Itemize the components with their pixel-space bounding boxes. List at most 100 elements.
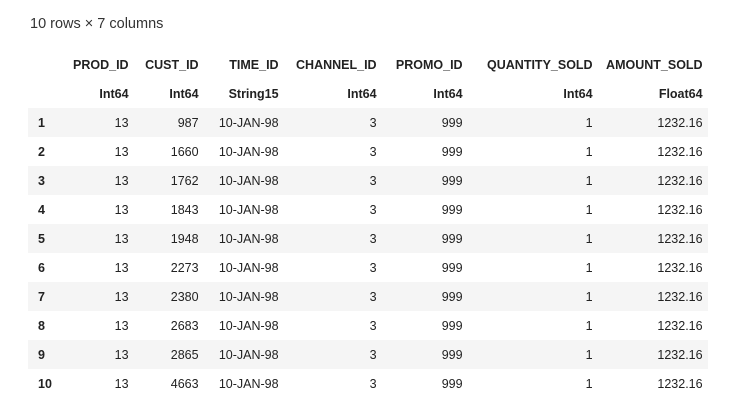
table-cell: 13	[114, 318, 129, 333]
table-cell: 13	[114, 144, 129, 159]
row-index: 6	[38, 260, 45, 275]
table-cell: 999	[441, 260, 463, 275]
table-summary: 10 rows × 7 columns	[30, 16, 164, 32]
table-row: 2 13 1660 10-JAN-98 3 999 1 1232.16	[28, 137, 708, 166]
column-header: AMOUNT_SOLD	[606, 57, 703, 72]
column-type-row: Int64 Int64 String15 Int64 Int64 Int64 F…	[28, 79, 708, 108]
table-cell: 1232.16	[657, 318, 703, 333]
table-cell: 13	[114, 347, 129, 362]
column-type: Int64	[563, 86, 593, 101]
table-body: 1 13 987 10-JAN-98 3 999 1 1232.16 2 13 1660 10-JAN…	[28, 108, 708, 398]
table-cell: 1232.16	[657, 202, 703, 217]
table-cell: 1232.16	[657, 289, 703, 304]
table-row: 4 13 1843 10-JAN-98 3 999 1 1232.16	[28, 195, 708, 224]
table-cell: 13	[114, 202, 129, 217]
table-cell: 1232.16	[657, 347, 703, 362]
table-cell: 1	[585, 260, 593, 275]
column-type: String15	[228, 86, 279, 101]
table-cell: 1762	[170, 173, 199, 188]
table-cell: 2273	[170, 260, 199, 275]
table-row: 8 13 2683 10-JAN-98 3 999 1 1232.16	[28, 311, 708, 340]
table-cell: 1843	[170, 202, 199, 217]
table-cell: 10-JAN-98	[218, 318, 279, 333]
table-row: 7 13 2380 10-JAN-98 3 999 1 1232.16	[28, 282, 708, 311]
row-index: 4	[38, 202, 45, 217]
index-header	[28, 50, 68, 79]
table-cell: 1	[585, 144, 593, 159]
table-cell: 3	[369, 231, 377, 246]
table-cell: 1	[585, 376, 593, 391]
table-cell: 13	[114, 231, 129, 246]
table-cell: 3	[369, 202, 377, 217]
table-cell: 1660	[170, 144, 199, 159]
dataframe-table: PROD_ID CUST_ID TIME_ID CHANNEL_ID PROMO…	[28, 50, 708, 398]
table-cell: 1948	[170, 231, 199, 246]
table-cell: 999	[441, 231, 463, 246]
column-type: Int64	[347, 86, 377, 101]
table-cell: 3	[369, 376, 377, 391]
table-cell: 1	[585, 173, 593, 188]
column-header: CHANNEL_ID	[296, 57, 377, 72]
table-cell: 3	[369, 347, 377, 362]
table-cell: 3	[369, 289, 377, 304]
column-type: Float64	[658, 86, 703, 101]
table-cell: 4663	[170, 376, 199, 391]
table-cell: 1	[585, 289, 593, 304]
table-cell: 1232.16	[657, 173, 703, 188]
row-index: 2	[38, 144, 45, 159]
table-cell: 2380	[170, 289, 199, 304]
table-cell: 10-JAN-98	[218, 202, 279, 217]
table-cell: 2865	[170, 347, 199, 362]
table-cell: 987	[177, 115, 199, 130]
column-header: QUANTITY_SOLD	[487, 57, 593, 72]
row-index: 3	[38, 173, 45, 188]
column-header: PROMO_ID	[395, 57, 463, 72]
table-cell: 999	[441, 376, 463, 391]
table-cell: 10-JAN-98	[218, 260, 279, 275]
table-cell: 2683	[170, 318, 199, 333]
table-cell: 1	[585, 202, 593, 217]
row-index: 7	[38, 289, 45, 304]
index-type-header	[28, 79, 68, 108]
table-cell: 1232.16	[657, 231, 703, 246]
table-cell: 10-JAN-98	[218, 376, 279, 391]
table-row: 9 13 2865 10-JAN-98 3 999 1 1232.16	[28, 340, 708, 369]
table-cell: 3	[369, 173, 377, 188]
row-index: 10	[38, 376, 52, 391]
table-cell: 13	[114, 115, 129, 130]
table-cell: 13	[114, 173, 129, 188]
table-cell: 10-JAN-98	[218, 115, 279, 130]
table-cell: 1	[585, 318, 593, 333]
column-header-row: PROD_ID CUST_ID TIME_ID CHANNEL_ID PROMO…	[28, 50, 708, 79]
table-cell: 10-JAN-98	[218, 173, 279, 188]
table-cell: 999	[441, 318, 463, 333]
row-index: 9	[38, 347, 45, 362]
table-cell: 1232.16	[657, 144, 703, 159]
table-cell: 999	[441, 173, 463, 188]
table-cell: 10-JAN-98	[218, 144, 279, 159]
table-cell: 1232.16	[657, 376, 703, 391]
table-cell: 3	[369, 115, 377, 130]
table-cell: 999	[441, 115, 463, 130]
table-cell: 3	[369, 144, 377, 159]
table-row: 6 13 2273 10-JAN-98 3 999 1 1232.16	[28, 253, 708, 282]
table-cell: 1	[585, 347, 593, 362]
table-cell: 3	[369, 318, 377, 333]
table-cell: 1	[585, 115, 593, 130]
table-cell: 10-JAN-98	[218, 347, 279, 362]
table-cell: 1	[585, 231, 593, 246]
table-cell: 13	[114, 289, 129, 304]
column-header: TIME_ID	[229, 57, 279, 72]
table-cell: 999	[441, 289, 463, 304]
table-cell: 10-JAN-98	[218, 231, 279, 246]
column-header: PROD_ID	[73, 57, 129, 72]
table-cell: 1232.16	[657, 115, 703, 130]
column-type: Int64	[433, 86, 463, 101]
table-cell: 13	[114, 376, 129, 391]
table-cell: 999	[441, 144, 463, 159]
table-cell: 999	[441, 202, 463, 217]
table-cell: 999	[441, 347, 463, 362]
row-index: 8	[38, 318, 45, 333]
table-cell: 1232.16	[657, 260, 703, 275]
column-type: Int64	[169, 86, 199, 101]
